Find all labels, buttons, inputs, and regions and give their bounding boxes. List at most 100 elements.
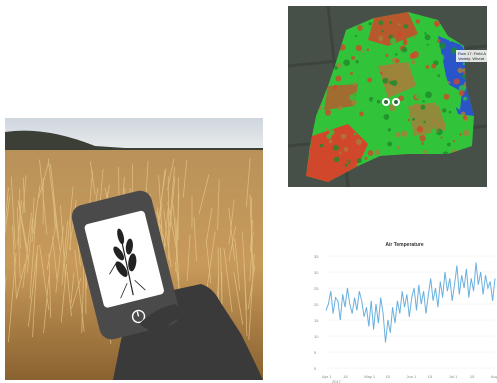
map-pixel (403, 24, 409, 29)
map-pixel (343, 158, 349, 164)
wheat-field-photo (5, 118, 263, 380)
smartphone (71, 190, 180, 340)
wheat-stalk (167, 176, 176, 248)
x-tick-label: Apr 1 (322, 374, 332, 379)
wheat-stalk (245, 158, 251, 208)
map-pixel (436, 130, 439, 133)
y-tick-label: 0 (314, 366, 317, 371)
map-pixel (353, 132, 357, 136)
map-pixel (458, 90, 465, 96)
map-pixel (434, 99, 442, 107)
map-pixel (326, 133, 332, 140)
wheat-stalk (61, 220, 69, 285)
map-pixel (395, 132, 401, 138)
map-pixel (355, 60, 359, 64)
wheat-stalk (12, 225, 17, 299)
map-pixel (439, 42, 446, 50)
x-tick-label: Jun 1 (406, 374, 417, 379)
wheat-stalk (223, 248, 233, 313)
wheat-stalk (29, 211, 37, 299)
map-pixel (420, 104, 426, 110)
map-pixel (344, 116, 349, 120)
map-pixel (335, 75, 342, 82)
map-pixel (335, 57, 342, 63)
map-pixel (437, 54, 445, 61)
map-pixel (445, 140, 449, 144)
wheat-stalk (8, 252, 17, 343)
map-pixel (462, 129, 470, 137)
wheat-stalk (31, 184, 41, 242)
map-pixel (351, 99, 357, 106)
map-pixel (375, 47, 380, 53)
wheat-stalk (22, 177, 26, 214)
wheat-stalk (205, 207, 213, 243)
map-pixel (409, 41, 412, 44)
map-pixel (349, 72, 353, 76)
map-pixel (440, 136, 443, 139)
map-pixel (378, 37, 383, 42)
map-pixel (453, 132, 456, 136)
map-pixel (462, 115, 468, 120)
wheat-stalk (249, 194, 254, 278)
wheat-stalk (205, 231, 216, 295)
wheat-stalk (160, 169, 166, 206)
map-pixel (378, 20, 384, 26)
map-pixel (362, 90, 366, 94)
map-pixel (328, 129, 335, 136)
map-pixel (333, 84, 338, 90)
wheat-stalk (17, 200, 22, 245)
map-pixel (389, 80, 394, 85)
map-pixel (328, 139, 333, 144)
map-pixel (463, 96, 468, 101)
map-pixel (422, 100, 425, 103)
map-pixel (401, 130, 408, 138)
wheat-stalk (60, 205, 66, 277)
map-pixel (388, 34, 393, 39)
map-pixel (415, 150, 419, 154)
wheat-stalk (39, 244, 50, 311)
wheat-stalk (19, 188, 21, 249)
x-year-label: 2017 (332, 379, 341, 383)
map-pixel (412, 35, 416, 39)
map-pixel (425, 91, 432, 99)
wheat-stalk (233, 271, 244, 325)
map-pixel (357, 25, 363, 31)
hand-silhouette (113, 284, 263, 380)
wheat-stalk (248, 253, 255, 340)
map-pixel (359, 111, 364, 117)
map-pixel (431, 63, 437, 69)
map-pixel (396, 145, 401, 150)
wheat-stalk (228, 199, 235, 245)
map-pixel (383, 113, 390, 120)
wheat-stalk (234, 238, 240, 291)
map-pixel (448, 110, 452, 114)
map-pixel (436, 128, 443, 136)
map-tooltip-line2: Variety: Wheat (458, 56, 484, 61)
map-pixel (340, 133, 347, 140)
map-pixel (349, 93, 357, 101)
wheat-stalk (71, 277, 82, 309)
map-pixel (344, 137, 347, 141)
map-pixel (412, 103, 420, 111)
map-pixel (340, 109, 343, 112)
y-tick-label: 10 (314, 334, 319, 339)
wheat-stalk (182, 159, 188, 198)
map-pixel (356, 157, 362, 164)
y-tick-label: 20 (314, 302, 319, 307)
map-pixel (459, 133, 462, 136)
map-pixel (344, 163, 348, 168)
map-pixel (436, 38, 441, 43)
map-pixel (407, 118, 411, 122)
wheat-stalk (16, 207, 21, 279)
wheat-stalk (155, 210, 167, 247)
wheat-scene (5, 118, 263, 380)
map-pixel (390, 63, 393, 67)
wheat-stalk (163, 209, 172, 268)
map-pixel (364, 156, 368, 160)
map-pixel (354, 92, 357, 95)
map-pixel (436, 123, 439, 127)
wheat-ear-icon (109, 228, 146, 299)
map-pixel (366, 48, 370, 51)
wheat-stalk (228, 226, 237, 262)
map-pixel (453, 78, 460, 85)
